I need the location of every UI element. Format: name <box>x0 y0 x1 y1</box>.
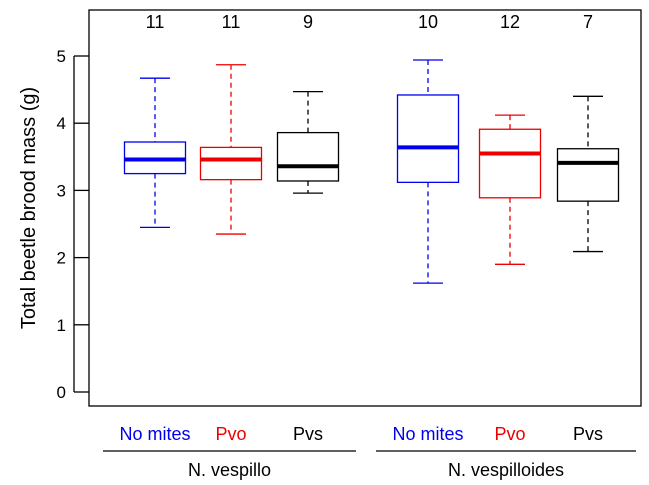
n-label-n-vespillo-pvs: 9 <box>303 12 313 32</box>
boxes <box>123 59 620 284</box>
y-axis-label: Total beetle brood mass (g) <box>18 87 40 329</box>
iqr-box <box>478 128 542 199</box>
category-label-n-vespilloides-pvo: Pvo <box>494 424 525 444</box>
category-label-n-vespillo-pvo: Pvo <box>215 424 246 444</box>
iqr-box <box>396 94 460 183</box>
n-label-n-vespilloides-no-mites: 10 <box>418 12 438 32</box>
box-n-vespilloides-pvs <box>556 95 620 253</box>
box-n-vespilloides-no-mites <box>396 59 460 284</box>
box-n-vespilloides-pvo <box>478 114 542 265</box>
category-label-n-vespillo-pvs: Pvs <box>293 424 323 444</box>
y-tick-label-0: 0 <box>57 383 66 402</box>
y-tick-label-5: 5 <box>57 47 66 66</box>
group-label-n-vespillo: N. vespillo <box>188 460 271 480</box>
iqr-box <box>199 146 263 181</box>
y-tick-label-4: 4 <box>57 114 66 133</box>
box-n-vespillo-pvo <box>199 64 263 235</box>
sample-size-labels: 11 11 9 10 12 7 <box>146 12 593 32</box>
group-labels: N. vespillo N. vespilloides <box>103 450 636 480</box>
box-n-vespillo-pvs <box>276 90 340 194</box>
group-label-n-vespilloides: N. vespilloides <box>448 460 564 480</box>
plot-frame <box>88 9 642 407</box>
iqr-box <box>556 148 620 202</box>
iqr-box <box>276 131 340 182</box>
box-n-vespillo-no-mites <box>123 77 187 229</box>
y-tick-label-2: 2 <box>57 249 66 268</box>
category-label-n-vespilloides-no-mites: No mites <box>392 424 463 444</box>
y-tick-label-1: 1 <box>57 316 66 335</box>
n-label-n-vespillo-no-mites: 11 <box>146 12 165 32</box>
y-tick-label-3: 3 <box>57 181 66 200</box>
category-label-n-vespilloides-pvs: Pvs <box>573 424 603 444</box>
n-label-n-vespilloides-pvo: 12 <box>500 12 520 32</box>
n-label-n-vespillo-pvo: 11 <box>222 12 241 32</box>
x-category-labels: No mites Pvo Pvs No mites Pvo Pvs <box>119 424 603 444</box>
y-axis: 0 1 2 3 4 5 <box>57 47 89 402</box>
n-label-n-vespilloides-pvs: 7 <box>583 12 593 32</box>
category-label-n-vespillo-no-mites: No mites <box>119 424 190 444</box>
